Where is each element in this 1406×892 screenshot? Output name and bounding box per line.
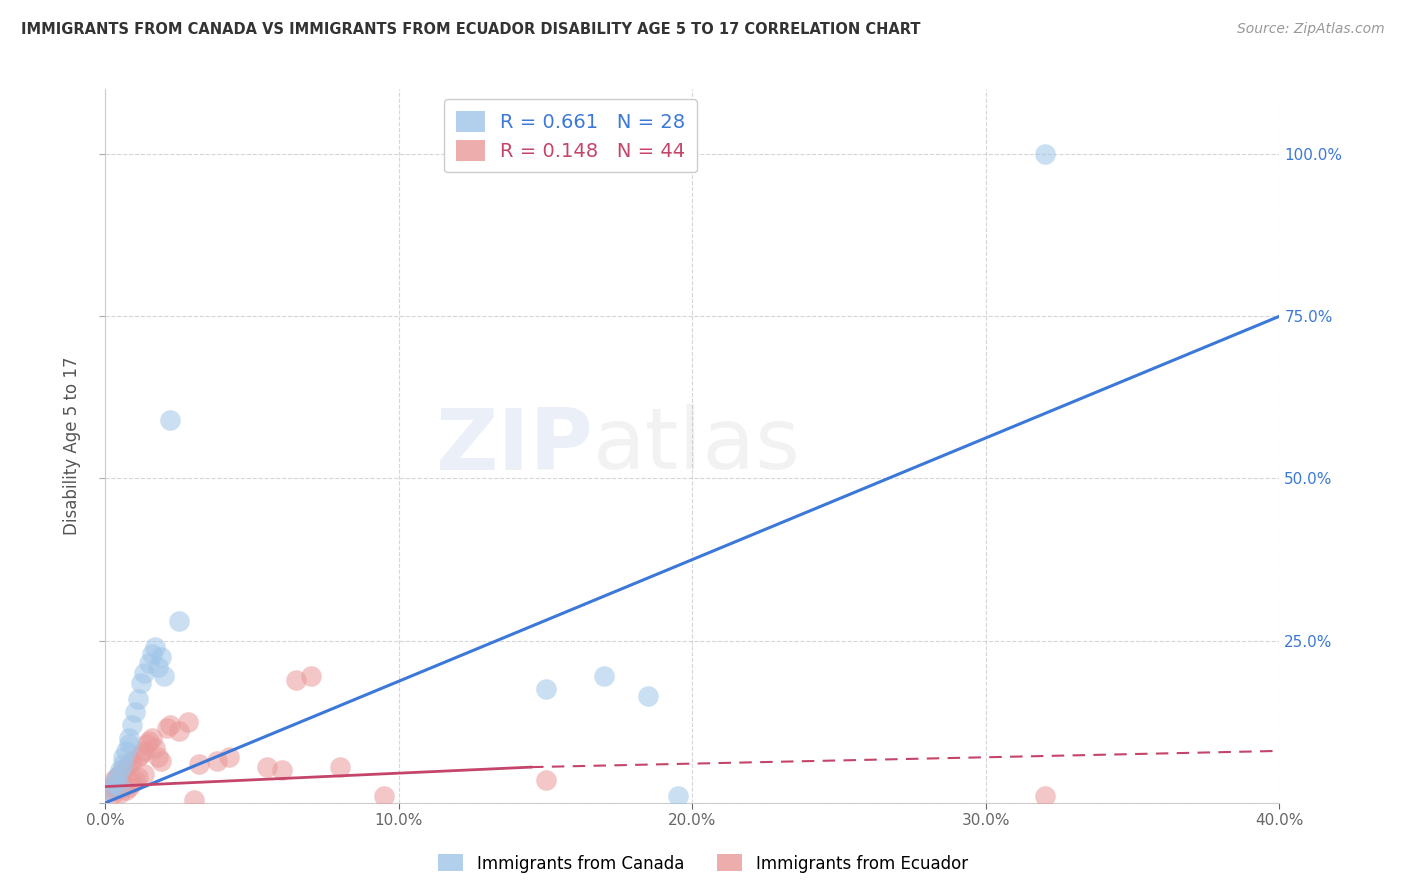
Point	[1033, 147, 1056, 161]
Point	[108, 786, 131, 800]
Point	[124, 705, 146, 719]
Text: IMMIGRANTS FROM CANADA VS IMMIGRANTS FROM ECUADOR DISABILITY AGE 5 TO 17 CORRELA: IMMIGRANTS FROM CANADA VS IMMIGRANTS FRO…	[21, 22, 921, 37]
Text: ZIP: ZIP	[434, 404, 593, 488]
Point	[183, 792, 205, 806]
Point	[329, 760, 352, 774]
Point	[127, 692, 149, 706]
Point	[112, 764, 135, 778]
Point	[534, 773, 557, 788]
Legend: Immigrants from Canada, Immigrants from Ecuador: Immigrants from Canada, Immigrants from …	[432, 847, 974, 880]
Point	[148, 750, 170, 764]
Point	[138, 734, 160, 748]
Point	[115, 782, 138, 797]
Point	[135, 738, 157, 752]
Point	[108, 764, 131, 778]
Point	[132, 666, 155, 681]
Point	[121, 776, 143, 790]
Point	[115, 760, 138, 774]
Y-axis label: Disability Age 5 to 17: Disability Age 5 to 17	[63, 357, 82, 535]
Point	[132, 766, 155, 780]
Point	[188, 756, 211, 771]
Point	[115, 744, 138, 758]
Point	[105, 770, 128, 784]
Point	[205, 754, 228, 768]
Point	[373, 789, 395, 804]
Point	[129, 747, 152, 761]
Point	[103, 776, 125, 790]
Point	[534, 682, 557, 697]
Point	[105, 770, 128, 784]
Point	[127, 750, 149, 764]
Point	[176, 714, 198, 729]
Point	[1033, 789, 1056, 804]
Legend: R = 0.661   N = 28, R = 0.148   N = 44: R = 0.661 N = 28, R = 0.148 N = 44	[444, 99, 697, 172]
Point	[143, 740, 166, 755]
Point	[156, 721, 179, 735]
Point	[153, 669, 176, 683]
Point	[118, 738, 141, 752]
Point	[141, 647, 163, 661]
Point	[143, 640, 166, 654]
Point	[112, 780, 135, 794]
Point	[150, 649, 173, 664]
Point	[218, 750, 240, 764]
Point	[108, 780, 131, 794]
Text: atlas: atlas	[593, 404, 800, 488]
Point	[129, 675, 152, 690]
Point	[121, 718, 143, 732]
Point	[112, 750, 135, 764]
Point	[118, 756, 141, 771]
Point	[299, 669, 322, 683]
Point	[159, 413, 181, 427]
Point	[108, 766, 131, 780]
Point	[141, 731, 163, 745]
Point	[138, 657, 160, 671]
Text: Source: ZipAtlas.com: Source: ZipAtlas.com	[1237, 22, 1385, 37]
Point	[637, 689, 659, 703]
Point	[100, 780, 122, 794]
Point	[256, 760, 278, 774]
Point	[103, 786, 125, 800]
Point	[593, 669, 616, 683]
Point	[127, 770, 149, 784]
Point	[112, 756, 135, 771]
Point	[103, 773, 125, 788]
Point	[118, 731, 141, 745]
Point	[159, 718, 181, 732]
Point	[150, 754, 173, 768]
Point	[118, 780, 141, 794]
Point	[97, 782, 120, 797]
Point	[121, 754, 143, 768]
Point	[105, 782, 128, 797]
Point	[100, 782, 122, 797]
Point	[270, 764, 292, 778]
Point	[132, 744, 155, 758]
Point	[124, 773, 146, 788]
Point	[167, 614, 190, 628]
Point	[666, 789, 689, 804]
Point	[148, 659, 170, 673]
Point	[167, 724, 190, 739]
Point	[285, 673, 308, 687]
